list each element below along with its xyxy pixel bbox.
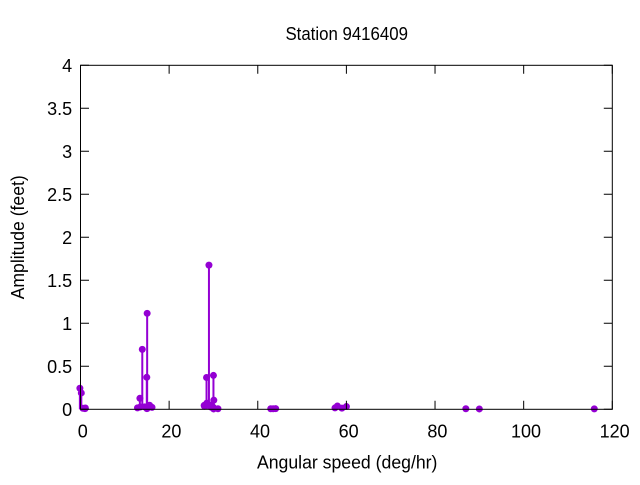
svg-text:3: 3 bbox=[62, 142, 72, 162]
svg-text:2: 2 bbox=[62, 228, 72, 248]
svg-text:4: 4 bbox=[62, 56, 72, 76]
svg-text:120: 120 bbox=[600, 422, 630, 442]
svg-text:40: 40 bbox=[250, 422, 270, 442]
svg-text:2.5: 2.5 bbox=[47, 185, 72, 205]
svg-text:80: 80 bbox=[427, 422, 447, 442]
svg-text:Amplitude (feet): Amplitude (feet) bbox=[8, 175, 28, 299]
svg-text:Station 9416409: Station 9416409 bbox=[285, 24, 408, 44]
svg-text:1: 1 bbox=[62, 314, 72, 334]
svg-text:0: 0 bbox=[78, 422, 88, 442]
svg-text:20: 20 bbox=[161, 422, 181, 442]
svg-text:100: 100 bbox=[511, 422, 541, 442]
svg-text:0.5: 0.5 bbox=[47, 357, 72, 377]
svg-text:Angular speed (deg/hr): Angular speed (deg/hr) bbox=[257, 452, 438, 472]
svg-text:60: 60 bbox=[339, 422, 359, 442]
svg-text:1.5: 1.5 bbox=[47, 271, 72, 291]
svg-text:3.5: 3.5 bbox=[47, 99, 72, 119]
svg-text:0: 0 bbox=[62, 400, 72, 420]
